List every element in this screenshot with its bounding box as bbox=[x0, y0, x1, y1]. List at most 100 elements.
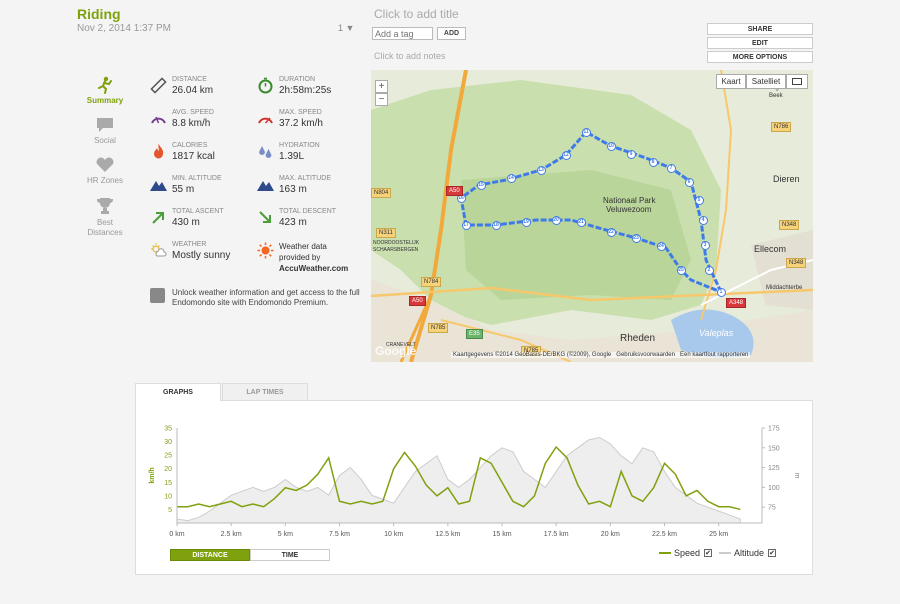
zoom-in-button[interactable]: + bbox=[375, 80, 388, 93]
map-type-kaart[interactable]: Kaart bbox=[716, 74, 746, 89]
route-marker[interactable]: 18 bbox=[491, 220, 501, 230]
stat-value: 163 m bbox=[279, 184, 307, 195]
add-title-link[interactable]: Click to add title bbox=[374, 7, 459, 21]
distance-toggle[interactable]: DISTANCE bbox=[170, 549, 250, 561]
stat-value: 55 m bbox=[172, 184, 195, 195]
legend-altitude-label: Altitude bbox=[734, 548, 765, 558]
road-badge: E35 bbox=[466, 329, 483, 339]
place-schaarsbergen: SCHAARSBERGEN bbox=[373, 247, 419, 253]
nav-summary[interactable]: Summary bbox=[82, 76, 128, 106]
road-badge: N786 bbox=[771, 122, 792, 132]
x-tick-label: 17.5 km bbox=[544, 531, 569, 538]
nav-hr-zones[interactable]: HR Zones bbox=[82, 156, 128, 186]
drops-icon bbox=[259, 146, 272, 158]
y-tick-label-left: 5 bbox=[168, 507, 172, 514]
accuweather-link-text: AccuWeather.com bbox=[279, 264, 349, 273]
nav-best-distances[interactable]: Best Distances bbox=[82, 196, 128, 238]
park-label-1: Nationaal Park bbox=[603, 196, 656, 205]
route-marker[interactable]: 19 bbox=[521, 217, 531, 227]
route-marker[interactable]: 23 bbox=[631, 233, 641, 243]
share-button[interactable]: SHARE bbox=[707, 23, 813, 35]
route-marker[interactable]: 13 bbox=[536, 165, 546, 175]
route-marker[interactable]: 21 bbox=[576, 217, 586, 227]
ruler-icon bbox=[150, 77, 167, 94]
stat-value: 2h:58m:25s bbox=[279, 85, 332, 96]
nav-social-label: Social bbox=[94, 136, 116, 145]
route-marker[interactable]: 7 bbox=[666, 163, 676, 173]
route-marker[interactable]: 25 bbox=[676, 265, 686, 275]
stat-label: MAX. ALTITUDE bbox=[279, 175, 331, 182]
route-marker[interactable]: 20 bbox=[551, 215, 561, 225]
route-map[interactable]: 1 2 3 4 5 6 7 8 9 10 11 12 13 14 15 16 17 18 19 20 21 22 23 24 2… bbox=[371, 70, 813, 362]
speedometer-max-icon bbox=[258, 117, 273, 124]
road-badge: N804 bbox=[371, 188, 392, 198]
stat-value: 1.39L bbox=[279, 151, 305, 162]
legend-speed[interactable]: Speed ✔ bbox=[659, 548, 713, 558]
route-marker[interactable]: 15 bbox=[476, 180, 486, 190]
flame-icon bbox=[154, 144, 164, 159]
route-marker[interactable]: 2 bbox=[704, 265, 714, 275]
legend-altitude-checkbox[interactable]: ✔ bbox=[768, 549, 777, 557]
nav-social[interactable]: Social bbox=[82, 116, 128, 146]
map-type-satelliet[interactable]: Satelliet bbox=[746, 74, 786, 89]
y-tick-label-left: 10 bbox=[164, 493, 172, 500]
legend-speed-checkbox[interactable]: ✔ bbox=[704, 549, 713, 557]
stat-value: 423 m bbox=[279, 217, 307, 228]
mountain-icon bbox=[150, 181, 167, 191]
fullscreen-button[interactable] bbox=[786, 74, 808, 89]
road-n348 bbox=[371, 286, 813, 302]
x-tick-label: 10 km bbox=[384, 531, 403, 538]
route-marker[interactable]: 5 bbox=[694, 195, 704, 205]
tab-lap-times[interactable]: LAP TIMES bbox=[222, 383, 308, 400]
map-canvas bbox=[371, 70, 813, 362]
edit-button[interactable]: EDIT bbox=[707, 37, 813, 49]
route-marker[interactable]: 8 bbox=[648, 157, 658, 167]
park-label-2: Veluwezoom bbox=[606, 205, 652, 214]
town-rheden: Rheden bbox=[620, 333, 656, 344]
route-marker[interactable]: 12 bbox=[561, 150, 571, 160]
route-marker[interactable]: 22 bbox=[606, 227, 616, 237]
premium-unlock-text: Unlock weather information and get acces… bbox=[172, 288, 360, 307]
place-middachterbe: Middachterbe bbox=[766, 285, 803, 291]
stat-label: MIN. ALTITUDE bbox=[172, 175, 222, 182]
map-terms-link[interactable]: Gebruiksvoorwaarden bbox=[616, 352, 675, 358]
sport-title: Riding bbox=[77, 6, 121, 22]
stat-label: AVG. SPEED bbox=[172, 109, 214, 116]
zoom-out-button[interactable]: − bbox=[375, 93, 388, 106]
x-tick-label: 5 km bbox=[278, 531, 293, 538]
add-tag-button[interactable]: ADD bbox=[437, 27, 466, 40]
route-marker[interactable]: 4 bbox=[698, 215, 708, 225]
route-marker[interactable]: 6 bbox=[684, 177, 694, 187]
arrow-down-right-icon bbox=[259, 211, 271, 223]
time-toggle[interactable]: TIME bbox=[250, 549, 330, 561]
stat-label: WEATHER bbox=[172, 241, 207, 248]
road-badge: N348 bbox=[786, 258, 807, 268]
stat-value: 8.8 km/h bbox=[172, 118, 211, 129]
road-a50-south bbox=[399, 294, 433, 362]
tag-input[interactable] bbox=[372, 27, 433, 40]
y-tick-label-left: 15 bbox=[164, 480, 172, 487]
route-marker[interactable]: 14 bbox=[506, 173, 516, 183]
tab-graphs[interactable]: GRAPHS bbox=[135, 383, 221, 401]
route-marker[interactable]: 17 bbox=[461, 220, 471, 230]
map-report-link[interactable]: Een kaartfout rapporteren bbox=[680, 352, 749, 358]
route-marker[interactable]: 3 bbox=[700, 240, 710, 250]
route-marker[interactable]: 11 bbox=[581, 127, 591, 137]
speed-altitude-chart[interactable]: 0 km 2.5 km 5 km 7.5 km 10 km 12.5 km 15 km 17.… bbox=[135, 420, 813, 545]
accuweather-link[interactable]: AccuWeather.com bbox=[279, 263, 348, 274]
route-marker[interactable]: 24 bbox=[656, 241, 666, 251]
y-tick-label-left: 25 bbox=[164, 453, 172, 460]
route-marker[interactable]: 9 bbox=[626, 149, 636, 159]
route-marker[interactable]: 1 bbox=[716, 287, 726, 297]
y-tick-label-left: 30 bbox=[164, 439, 172, 446]
like-count[interactable]: 1 ▼ bbox=[338, 23, 354, 33]
x-tick-label: 22.5 km bbox=[652, 531, 677, 538]
route-marker[interactable]: 10 bbox=[606, 141, 616, 151]
stopwatch-icon bbox=[258, 77, 273, 94]
place-noordoostelijk: NOORDOOSTELIJK bbox=[373, 240, 420, 246]
legend-altitude[interactable]: Altitude ✔ bbox=[719, 548, 777, 558]
more-options-button[interactable]: MORE OPTIONS bbox=[707, 51, 813, 63]
chat-icon bbox=[97, 118, 113, 132]
add-notes-link[interactable]: Click to add notes bbox=[374, 51, 446, 61]
y-axis-label-left: km/h bbox=[149, 467, 156, 483]
